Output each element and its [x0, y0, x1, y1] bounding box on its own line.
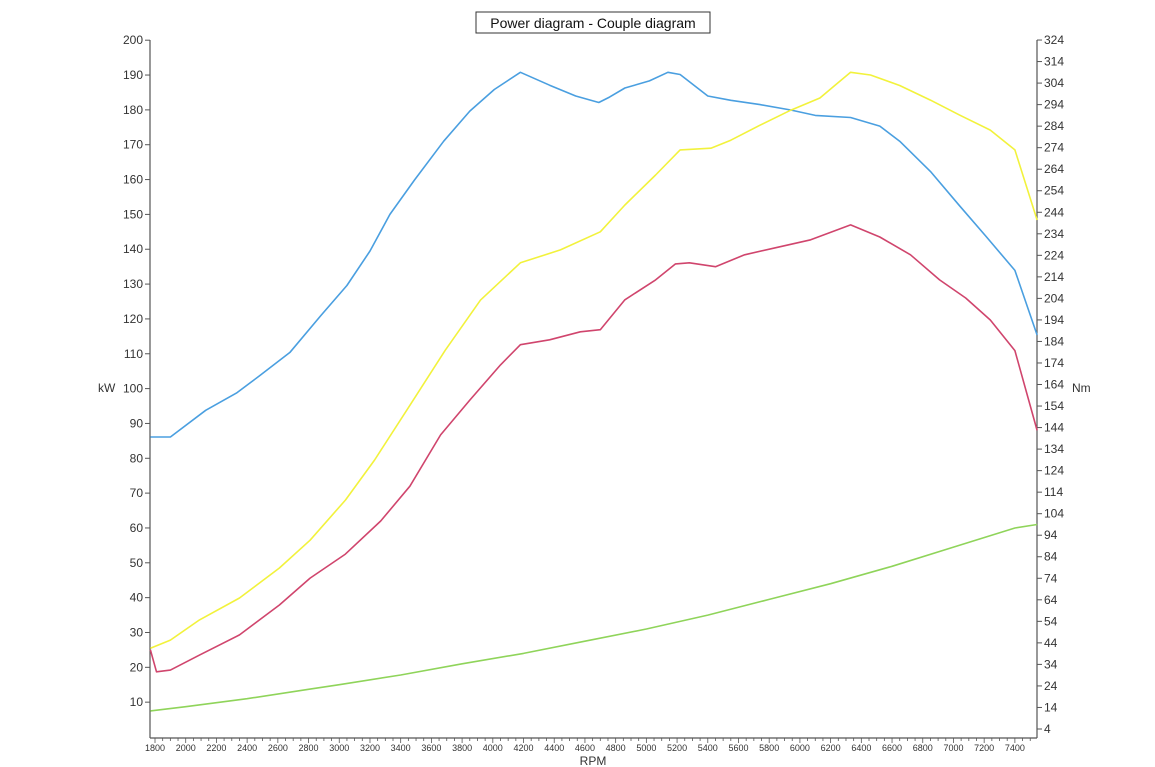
right-tick-label: 114	[1044, 485, 1063, 499]
right-axis-ticks: 4 14 24 34 44 54 64 74 84 94 104 114 124 134 144 154 164…	[1037, 33, 1064, 736]
x-tick-label: 4200	[514, 743, 534, 753]
series-line-4	[150, 523, 1038, 712]
left-tick-label: 180	[123, 103, 143, 117]
x-tick-label: 4800	[606, 743, 626, 753]
x-tick-label: 3400	[391, 743, 411, 753]
left-tick-label: 90	[130, 416, 144, 430]
left-tick-label: 40	[130, 591, 144, 605]
series-line-1	[150, 71, 1038, 438]
x-tick-label: 5200	[667, 743, 687, 753]
right-tick-label: 254	[1044, 184, 1064, 198]
right-tick-label: 54	[1044, 614, 1058, 628]
right-tick-label: 184	[1044, 334, 1064, 348]
right-tick-label: 34	[1044, 657, 1058, 671]
right-tick-label: 234	[1044, 227, 1064, 241]
left-axis-ticks: 10 20 30 40 50 60 70 80 90 100 110 120 130 140 150 160 1…	[123, 33, 150, 709]
x-tick-label: 5400	[698, 743, 718, 753]
right-tick-label: 324	[1044, 33, 1064, 47]
x-tick-label: 5800	[759, 743, 779, 753]
right-tick-label: 274	[1044, 141, 1064, 155]
x-tick-label: 5000	[636, 743, 656, 753]
right-tick-label: 44	[1044, 636, 1058, 650]
left-tick-label: 10	[130, 695, 144, 709]
x-tick-label: 4600	[575, 743, 595, 753]
right-tick-label: 4	[1044, 722, 1051, 736]
right-tick-label: 224	[1044, 248, 1064, 262]
right-tick-label: 194	[1044, 313, 1064, 327]
left-tick-label: 30	[130, 625, 144, 639]
right-tick-label: 174	[1044, 356, 1064, 370]
left-tick-label: 100	[123, 382, 143, 396]
x-tick-label: 3600	[421, 743, 441, 753]
left-tick-label: 160	[123, 173, 143, 187]
left-tick-label: 170	[123, 138, 143, 152]
right-tick-label: 214	[1044, 270, 1064, 284]
chart-title: Power diagram - Couple diagram	[490, 15, 695, 31]
right-tick-label: 134	[1044, 442, 1064, 456]
right-tick-label: 74	[1044, 571, 1058, 585]
left-tick-label: 80	[130, 451, 144, 465]
x-tick-label: 4000	[483, 743, 503, 753]
left-tick-label: 70	[130, 486, 144, 500]
left-tick-label: 60	[130, 521, 144, 535]
left-tick-label: 130	[123, 277, 143, 291]
right-tick-label: 124	[1044, 464, 1064, 478]
right-axis-title: Nm	[1072, 381, 1091, 395]
x-tick-label: 7200	[974, 743, 994, 753]
left-axis-title: kW	[98, 381, 116, 395]
series-line-2	[150, 71, 1038, 649]
chart-title-box: Power diagram - Couple diagram	[475, 11, 711, 34]
left-tick-label: 20	[130, 660, 144, 674]
x-tick-label: 2600	[268, 743, 288, 753]
left-tick-label: 50	[130, 556, 144, 570]
right-tick-label: 94	[1044, 528, 1058, 542]
x-tick-label: 6000	[790, 743, 810, 753]
right-tick-label: 244	[1044, 205, 1064, 219]
x-tick-label: 6400	[851, 743, 871, 753]
right-tick-label: 294	[1044, 98, 1064, 112]
x-tick-label: 2200	[206, 743, 226, 753]
x-axis-title: RPM	[580, 754, 607, 767]
chart-title-frame	[475, 11, 711, 34]
x-tick-label: 6200	[821, 743, 841, 753]
right-tick-label: 314	[1044, 55, 1064, 69]
right-tick-label: 264	[1044, 162, 1064, 176]
x-tick-label: 3000	[329, 743, 349, 753]
right-tick-label: 24	[1044, 679, 1058, 693]
x-axis-ticks: 1800 2000 2200 2400 2600 2800 3000 3200 3400 3600…	[145, 738, 1031, 753]
x-tick-label: 7400	[1005, 743, 1025, 753]
right-tick-label: 144	[1044, 421, 1064, 435]
left-tick-label: 190	[123, 68, 143, 82]
right-tick-label: 64	[1044, 593, 1058, 607]
left-tick-label: 120	[123, 312, 143, 326]
x-tick-label: 1800	[145, 743, 165, 753]
right-tick-label: 154	[1044, 399, 1064, 413]
right-tick-label: 104	[1044, 507, 1064, 521]
left-tick-label: 110	[124, 347, 143, 361]
left-tick-label: 140	[123, 242, 143, 256]
right-tick-label: 164	[1044, 378, 1064, 392]
x-tick-label: 3800	[452, 743, 472, 753]
series-line-3	[149, 224, 1038, 673]
series-lines	[149, 71, 1038, 712]
x-tick-label: 2800	[299, 743, 319, 753]
right-tick-label: 304	[1044, 76, 1064, 90]
left-tick-label: 200	[123, 33, 143, 47]
x-tick-label: 2400	[237, 743, 257, 753]
x-tick-label: 6600	[882, 743, 902, 753]
x-tick-label: 7000	[943, 743, 963, 753]
x-tick-label: 6800	[913, 743, 933, 753]
right-tick-label: 84	[1044, 550, 1058, 564]
x-tick-label: 5600	[728, 743, 748, 753]
left-tick-label: 150	[123, 207, 143, 221]
x-tick-label: 2000	[176, 743, 196, 753]
x-tick-label: 3200	[360, 743, 380, 753]
x-tick-label: 4400	[544, 743, 564, 753]
right-tick-label: 14	[1044, 700, 1058, 714]
right-tick-label: 204	[1044, 291, 1064, 305]
right-tick-label: 284	[1044, 119, 1064, 133]
